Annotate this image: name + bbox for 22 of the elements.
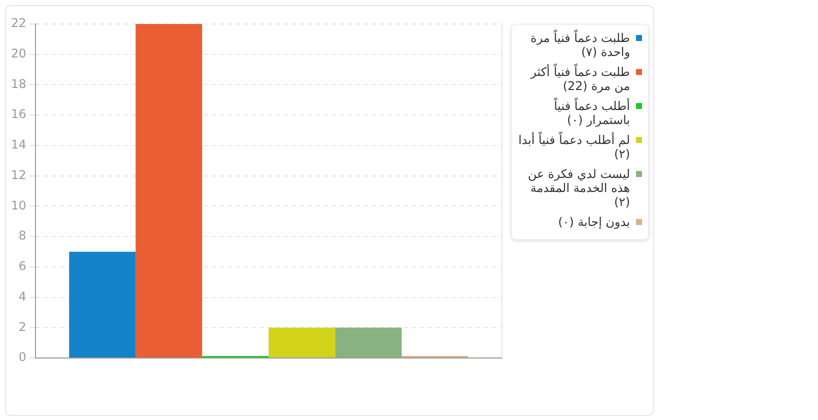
legend-label: طلبت دعماً فنياً أكثر من مرة (22) <box>529 65 630 93</box>
legend-label: بدون إجابة (٠) <box>558 215 630 229</box>
y-tick-label: 0 <box>18 350 26 364</box>
y-tick-label: 14 <box>10 138 26 152</box>
y-tick-label: 16 <box>10 107 26 122</box>
legend-label: ليست لدي فكرة عن هذه الخدمة المقدمة (٢) <box>526 167 630 209</box>
y-tick-label: 4 <box>18 289 26 304</box>
bar <box>69 252 136 358</box>
bar <box>136 24 202 358</box>
y-tick-label: 8 <box>18 228 26 243</box>
y-tick-label: 10 <box>10 198 26 212</box>
bar <box>268 328 336 358</box>
legend-label: طلبت دعماً فنياً مرة واحدة (٧) <box>530 31 630 59</box>
bar <box>335 328 402 358</box>
y-tick-label: 20 <box>10 46 26 60</box>
y-tick-label: 18 <box>10 76 26 91</box>
y-tick-label: 22 <box>10 16 26 30</box>
y-tick-label: 6 <box>18 259 26 274</box>
y-tick-label: 2 <box>18 320 26 334</box>
legend-label: أطلب دعماً فنياً باستمرار (٠) <box>552 99 630 127</box>
y-tick-label: 12 <box>10 168 26 182</box>
legend-label: لم أطلب دعماً فنياً أبدا (٢) <box>517 133 630 161</box>
